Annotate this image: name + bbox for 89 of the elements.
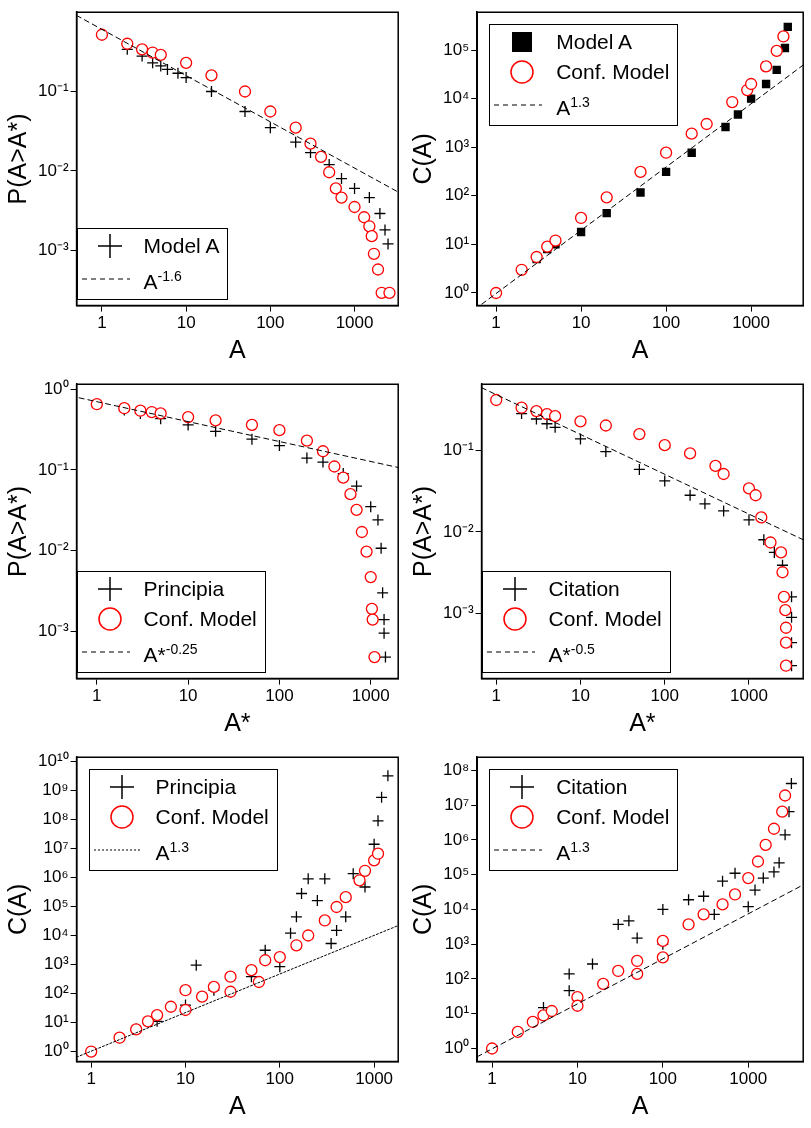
x-axis-title: A* [224, 707, 251, 736]
y-tick-label: 10⁶ [42, 867, 69, 887]
y-axis-title: C(A) [407, 133, 436, 185]
y-tick-label: 10² [43, 983, 69, 1003]
y-tick-label: 10⁴ [443, 88, 470, 108]
y-axis-title: P(A>A*) [2, 485, 31, 577]
x-tick-label: 100 [265, 686, 294, 706]
x-tick-label: 1 [97, 313, 107, 333]
x-tick-label: 1 [487, 1069, 497, 1089]
x-tick-label: 1000 [351, 686, 390, 706]
x-tick-label: 1000 [730, 686, 768, 706]
legend-label: Model A [143, 232, 220, 259]
x-tick-label: 1 [86, 1069, 96, 1089]
legend-label: Conf. Model [548, 605, 662, 632]
x-tick-label: 100 [651, 313, 681, 333]
y-tick-label: 10⁻³ [37, 621, 69, 641]
y-tick-label: 10⁴ [42, 925, 69, 945]
x-tick-label: 100 [648, 1069, 678, 1089]
y-axis-title: C(A) [407, 883, 436, 936]
y-axis-title: C(A) [2, 883, 31, 936]
y-tick-label: 10⁸ [42, 809, 69, 829]
y-tick-label: 10⁸ [443, 760, 470, 780]
y-tick-label: 10¹ [444, 234, 470, 254]
legend-label: Principia [143, 575, 225, 602]
y-tick-label: 10⁷ [444, 794, 470, 814]
x-tick-label: 1 [491, 313, 501, 333]
y-tick-label: 10⁻¹ [442, 439, 474, 459]
legend-label: A*$^{-0.5}$ [548, 639, 595, 668]
y-tick-label: 10⁹ [42, 780, 69, 800]
legend-label: A$^{-1.6}$ [143, 266, 182, 295]
y-tick-label: 10⁷ [43, 838, 69, 858]
y-tick-label: 10² [444, 968, 470, 988]
legend-label: Citation [556, 774, 628, 801]
x-tick-label: 10 [571, 313, 591, 333]
y-tick-label: 10³ [444, 933, 470, 953]
y-tick-label: 10⁻³ [37, 239, 69, 259]
y-tick-label: 10⁵ [443, 39, 470, 59]
x-tick-label: 1000 [355, 1069, 394, 1089]
y-tick-label: 10⁻³ [442, 603, 474, 623]
legend-label: Conf. Model [556, 804, 670, 831]
x-tick-label: 1000 [335, 313, 374, 333]
legend-label: A*$^{-0.25}$ [143, 639, 198, 668]
x-tick-label: 1 [491, 686, 501, 706]
y-tick-label: 10⁻² [37, 160, 69, 180]
y-tick-label: 10⁵ [443, 864, 470, 884]
y-tick-label: 10³ [43, 954, 69, 974]
y-tick-label: 10⁻¹ [37, 81, 69, 101]
y-tick-label: 10⁶ [443, 829, 470, 849]
legend-label: A$^{1.3}$ [155, 838, 190, 867]
legend-label: Conf. Model [556, 59, 670, 86]
x-tick-label: 100 [650, 686, 679, 706]
x-axis-title: A [229, 1090, 247, 1119]
x-axis-title: A* [629, 707, 656, 736]
y-tick-label: 10¹ [43, 1012, 69, 1032]
y-tick-label: 10⁴ [443, 899, 470, 919]
y-tick-label: 10⁰ [444, 282, 470, 302]
y-tick-label: 10⁻¹ [37, 459, 69, 479]
legend-label: A$^{1.3}$ [556, 838, 590, 867]
x-tick-label: 1000 [732, 313, 771, 333]
x-tick-label: 100 [265, 1069, 294, 1089]
y-tick-label: 10⁰ [43, 378, 69, 398]
x-tick-label: 10 [568, 1069, 587, 1089]
y-tick-label: 10¹⁰ [37, 751, 69, 771]
legend-label: Model A [556, 29, 633, 56]
legend-label: Principia [155, 774, 237, 801]
x-tick-label: 1 [92, 686, 102, 706]
legend-label: Conf. Model [155, 804, 269, 831]
y-tick-label: 10¹ [444, 1003, 470, 1023]
x-axis-title: A [229, 334, 247, 363]
y-axis-title: P(A>A*) [407, 485, 436, 577]
x-tick-label: 100 [256, 313, 285, 333]
legend-label: Citation [548, 575, 620, 602]
y-tick-label: 10⁻² [37, 540, 69, 560]
y-tick-label: 10² [444, 185, 470, 205]
x-axis-title: A [631, 1090, 649, 1119]
x-tick-label: 10 [176, 313, 196, 333]
legend-label: Conf. Model [143, 605, 257, 632]
legend-label: A$^{1.3}$ [556, 93, 590, 122]
y-tick-label: 10⁰ [444, 1038, 470, 1058]
x-tick-label: 10 [571, 686, 590, 706]
y-tick-label: 10³ [444, 136, 470, 156]
x-tick-label: 10 [176, 1069, 195, 1089]
x-tick-label: 1000 [729, 1069, 768, 1089]
y-axis-title: P(A>A*) [2, 113, 31, 205]
y-tick-label: 10⁵ [42, 896, 69, 916]
x-axis-title: A [631, 334, 649, 363]
y-tick-label: 10⁰ [43, 1041, 69, 1061]
y-tick-label: 10⁻² [442, 521, 474, 541]
x-tick-label: 10 [178, 686, 198, 706]
